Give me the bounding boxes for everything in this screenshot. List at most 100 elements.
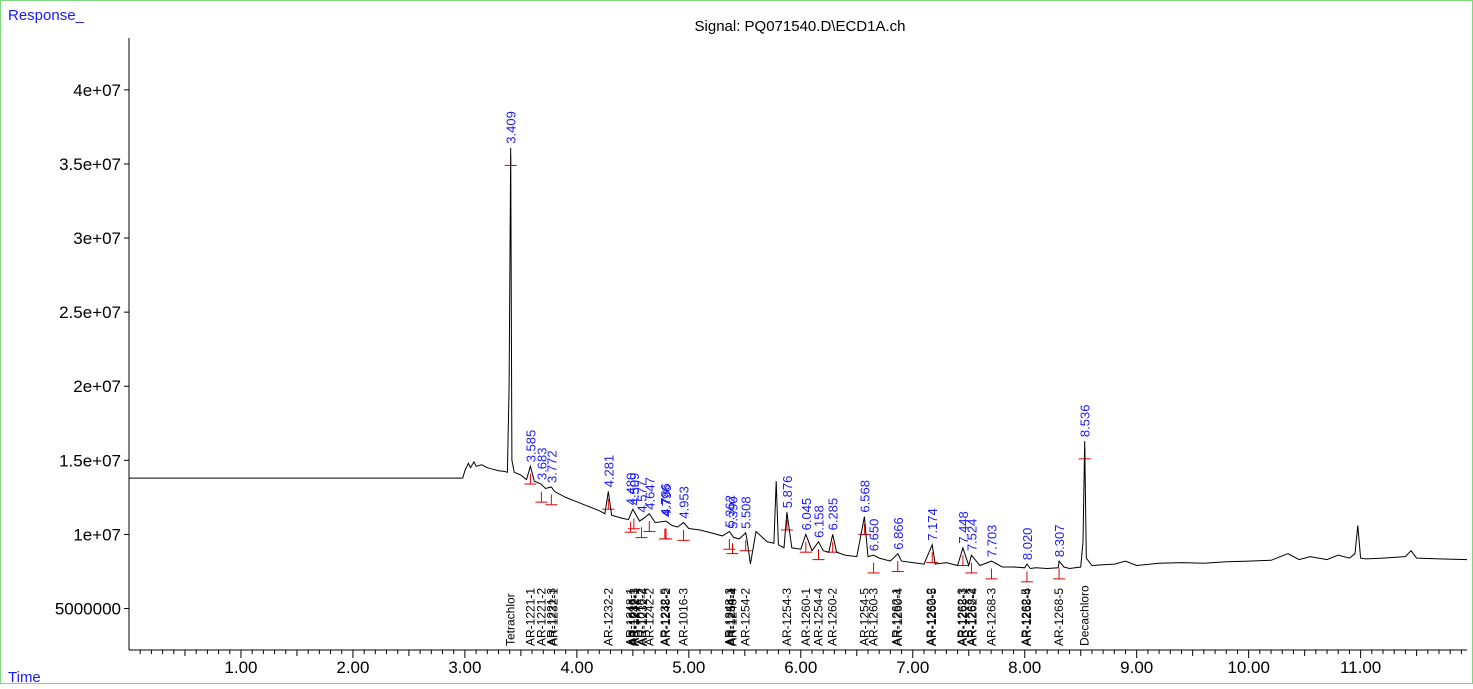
x-tick-label: 2.00 bbox=[336, 658, 369, 677]
compound-label: AR-1232-2 bbox=[601, 588, 615, 646]
compound-label: AR-1232-4 bbox=[636, 588, 650, 646]
x-tick-label: 11.00 bbox=[1340, 658, 1381, 677]
peak-rt-label: 6.568 bbox=[857, 480, 872, 513]
peak-rt-label: 7.524 bbox=[964, 519, 979, 552]
peak-rt-label: 3.683 bbox=[534, 447, 549, 480]
compound-label: AR-1262-3 bbox=[955, 588, 969, 646]
y-tick-label: 2e+07 bbox=[73, 377, 121, 396]
compound-label: AR-1262-4 bbox=[966, 588, 980, 646]
compound-label: AR-1268-1 bbox=[956, 588, 970, 646]
compound-label: AR-1248-2 bbox=[659, 588, 673, 646]
peak-rt-label: 4.953 bbox=[677, 486, 692, 519]
compound-label: AR-1260-5 bbox=[925, 588, 939, 646]
compound-label: AR-1260-2 bbox=[826, 588, 840, 646]
x-tick-label: 10.00 bbox=[1227, 658, 1270, 677]
compound-label: AR-1248-4 bbox=[726, 588, 740, 646]
chart-title: Signal: PQ071540.D\ECD1A.ch bbox=[695, 18, 906, 35]
compound-label: AR-1016-2 bbox=[635, 588, 649, 646]
compound-label: AR-1260-3 bbox=[867, 588, 881, 646]
compound-labels: Tetrachlor AR-1221-1AR-1221-2AR-1221-3AR-… bbox=[504, 585, 1092, 646]
compound-label: AR-1221-1 bbox=[523, 588, 537, 646]
peak-rt-label: 5.362 bbox=[722, 495, 737, 528]
peak-rt-label: 6.285 bbox=[826, 498, 841, 531]
compound-label: AR-1232-3 bbox=[627, 588, 641, 646]
y-tick-label: 1e+07 bbox=[73, 525, 121, 544]
compound-label: AR-1260-1 bbox=[799, 588, 813, 646]
peak-rt-label: 6.650 bbox=[867, 519, 882, 552]
peak-rt-label: 7.448 bbox=[956, 511, 971, 544]
y-tick-label: 4e+07 bbox=[73, 81, 121, 100]
compound-label: AR-1221-2 bbox=[534, 588, 548, 646]
x-tick-label: 4.00 bbox=[560, 658, 593, 677]
compound-label: AR-1016-1 bbox=[626, 588, 640, 646]
peak-rt-label: 6.045 bbox=[799, 498, 814, 531]
x-ticks: 1.00 2.00 3.00 4.00 5.00 6.00 7.00 8.00 9.00 10.0… bbox=[139, 650, 1462, 677]
x-tick-label: 3.00 bbox=[448, 658, 481, 677]
x-tick-label: 7.00 bbox=[896, 658, 929, 677]
y-tick-label: 5000000 bbox=[55, 600, 121, 619]
peak-rt-label: 7.174 bbox=[925, 508, 940, 541]
integration-markers bbox=[504, 155, 1091, 583]
signal-line bbox=[129, 147, 1468, 570]
y-tick-label: 1.5e+07 bbox=[59, 451, 121, 470]
x-tick-label: 8.00 bbox=[1008, 658, 1041, 677]
peak-rt-label: 8.536 bbox=[1078, 405, 1093, 438]
compound-label: AR-1248-1 bbox=[624, 588, 638, 646]
peak-rt-label: 4.509 bbox=[627, 473, 642, 506]
peak-rt-label: 4.647 bbox=[642, 477, 657, 510]
y-tick-label: 3e+07 bbox=[73, 229, 121, 248]
peak-rt-label: 5.390 bbox=[726, 496, 741, 529]
compound-label: AR-1262-2 bbox=[924, 588, 938, 646]
compound-label: AR-1262-5 bbox=[1019, 588, 1033, 646]
compound-label: AR-1232-5 bbox=[658, 588, 672, 646]
compound-label: AR-1262-1 bbox=[890, 588, 904, 646]
peak-rt-label: 5.876 bbox=[780, 476, 795, 509]
peak-rt-label: 4.577 bbox=[635, 480, 650, 513]
peak-rt-label: 8.020 bbox=[1020, 528, 1035, 561]
compound-label: AR-1254-5 bbox=[857, 588, 871, 646]
compound-label: AR-1254-1 bbox=[724, 588, 738, 646]
compound-label: AR-1268-4 bbox=[1020, 588, 1034, 646]
peak-rt-label: 4.480 bbox=[624, 473, 639, 506]
x-tick-label: 5.00 bbox=[672, 658, 705, 677]
compound-label: AR-1248-3 bbox=[722, 588, 736, 646]
chromatogram-trace bbox=[129, 147, 1468, 570]
peak-rt-label: 6.866 bbox=[891, 517, 906, 550]
peak-rt-label: 7.703 bbox=[984, 525, 999, 558]
compound-label: AR-1268-3 bbox=[985, 588, 999, 646]
x-tick-label: 9.00 bbox=[1120, 658, 1153, 677]
compound-label: Tetrachlor bbox=[504, 593, 518, 646]
compound-label: AR-1268-5 bbox=[1052, 588, 1066, 646]
compound-label: AR-1242-1 bbox=[628, 588, 642, 646]
compound-label: AR-1260-4 bbox=[891, 588, 905, 646]
compound-label: AR-1242-2 bbox=[642, 588, 656, 646]
compound-label: AR-1016-3 bbox=[677, 588, 691, 646]
compound-label: AR-1232-1 bbox=[546, 588, 560, 646]
compound-label: AR-1268-2 bbox=[964, 588, 978, 646]
x-tick-label: 1.00 bbox=[224, 658, 257, 677]
y-axis-label: Response_ bbox=[8, 7, 85, 24]
compound-label: AR-1254-3 bbox=[780, 588, 794, 646]
peak-rt-label: 3.772 bbox=[544, 450, 559, 483]
peak-rt-label: 6.158 bbox=[812, 505, 827, 538]
peak-rt-label: 3.409 bbox=[504, 111, 519, 144]
peak-rt-label: 4.796 bbox=[659, 485, 674, 518]
peak-rt-label: 4.786 bbox=[658, 483, 673, 516]
compound-label: AR-1254-4 bbox=[812, 588, 826, 646]
compound-label: AR-1254-2 bbox=[739, 588, 753, 646]
y-ticks: 5000000 1e+07 1.5e+07 2e+07 2.5e+07 3e+07 3.5e… bbox=[55, 81, 129, 619]
y-tick-label: 3.5e+07 bbox=[59, 155, 121, 174]
peak-rt-label: 3.585 bbox=[523, 430, 538, 463]
peak-rt-label: 4.281 bbox=[601, 455, 616, 488]
peak-rt-label: 5.508 bbox=[739, 496, 754, 529]
y-tick-label: 2.5e+07 bbox=[59, 303, 121, 322]
compound-label: Decachloro bbox=[1078, 585, 1092, 646]
x-tick-label: 6.00 bbox=[784, 658, 817, 677]
x-axis-label: Time bbox=[8, 669, 41, 684]
peak-rt-label: 8.307 bbox=[1052, 525, 1067, 558]
compound-label: AR-1221-3 bbox=[544, 588, 558, 646]
